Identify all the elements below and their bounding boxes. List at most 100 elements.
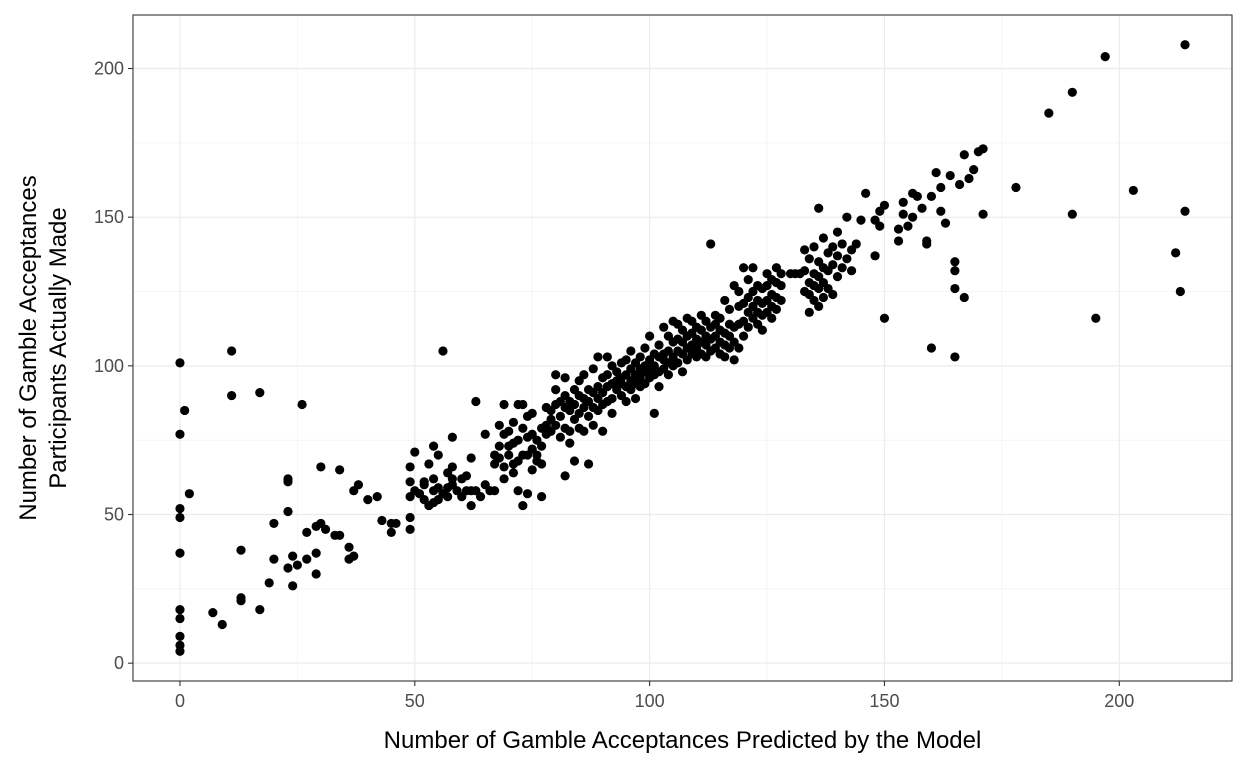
data-point xyxy=(828,242,838,252)
data-point xyxy=(959,292,969,303)
data-point xyxy=(936,182,946,193)
data-point xyxy=(504,426,514,436)
data-point xyxy=(447,462,457,472)
data-point xyxy=(607,408,617,419)
y-tick-label: 0 xyxy=(114,653,124,673)
data-point xyxy=(743,275,753,285)
data-point xyxy=(800,266,810,276)
data-point xyxy=(175,429,185,439)
data-point xyxy=(386,527,396,537)
data-point xyxy=(499,462,509,472)
data-point xyxy=(569,399,580,410)
data-point xyxy=(870,251,880,261)
data-point xyxy=(499,474,509,484)
data-point xyxy=(283,474,293,484)
data-point xyxy=(490,486,500,496)
data-point xyxy=(837,239,847,249)
data-point xyxy=(940,218,951,228)
data-point xyxy=(353,480,364,490)
data-point xyxy=(227,390,237,401)
data-point xyxy=(955,179,965,190)
data-point xyxy=(893,236,904,246)
data-point xyxy=(950,283,960,294)
data-point xyxy=(302,554,312,564)
data-point xyxy=(654,382,664,392)
data-point xyxy=(969,165,979,175)
data-point xyxy=(175,548,185,558)
data-point xyxy=(560,373,570,383)
data-point xyxy=(579,426,589,436)
axis-ticks: 0 50 100 150 200 0 50 100 150 200 xyxy=(94,59,1134,711)
data-point xyxy=(349,551,359,561)
data-point xyxy=(964,173,974,184)
data-point xyxy=(978,209,988,219)
data-point xyxy=(537,492,547,502)
data-point xyxy=(757,325,767,335)
data-point xyxy=(926,191,937,201)
data-point xyxy=(598,426,608,436)
data-point xyxy=(1044,108,1054,118)
x-tick-label: 200 xyxy=(1104,691,1134,711)
data-point xyxy=(175,358,185,368)
data-point xyxy=(663,370,674,380)
data-point xyxy=(978,144,988,154)
y-tick-label: 200 xyxy=(94,59,124,79)
data-point xyxy=(175,512,185,523)
data-point xyxy=(372,492,382,502)
y-tick-label: 50 xyxy=(104,505,124,525)
data-point xyxy=(635,352,645,362)
data-point xyxy=(818,233,829,243)
data-point xyxy=(208,608,218,618)
data-point xyxy=(288,581,298,591)
data-point xyxy=(1180,40,1190,50)
data-point xyxy=(950,257,960,267)
data-point xyxy=(828,289,838,300)
data-point xyxy=(513,486,523,496)
data-point xyxy=(269,554,279,564)
data-point xyxy=(607,393,617,404)
data-point xyxy=(518,500,528,511)
data-point xyxy=(776,280,786,291)
data-point xyxy=(593,352,603,362)
data-point xyxy=(818,292,829,303)
data-point xyxy=(1091,313,1101,323)
data-point xyxy=(734,343,744,353)
data-point xyxy=(292,560,302,570)
data-point xyxy=(588,420,598,430)
x-tick-label: 100 xyxy=(635,691,665,711)
data-point xyxy=(776,295,786,306)
data-point xyxy=(814,301,824,311)
data-point xyxy=(297,399,307,410)
data-point xyxy=(555,411,565,421)
data-point xyxy=(494,453,504,463)
data-point xyxy=(771,304,782,314)
data-point xyxy=(264,578,274,588)
data-point xyxy=(1128,185,1138,196)
data-point xyxy=(738,263,749,273)
data-point xyxy=(391,518,401,529)
data-point xyxy=(175,631,185,642)
data-point xyxy=(471,396,481,407)
data-point xyxy=(560,471,570,481)
data-point xyxy=(630,393,641,404)
data-point xyxy=(537,441,547,451)
data-point xyxy=(551,385,561,395)
data-point xyxy=(856,215,866,225)
data-point xyxy=(518,423,528,433)
data-point xyxy=(475,492,486,502)
data-point xyxy=(283,506,293,517)
data-point xyxy=(734,286,744,297)
data-point xyxy=(316,462,326,472)
data-point xyxy=(269,518,279,529)
data-point xyxy=(861,188,871,198)
data-point xyxy=(720,295,730,306)
data-point xyxy=(879,313,890,323)
data-point xyxy=(1067,209,1077,219)
data-point xyxy=(917,203,927,213)
x-tick-label: 150 xyxy=(869,691,899,711)
data-point xyxy=(846,266,857,276)
data-point xyxy=(898,209,908,219)
data-points xyxy=(175,40,1190,656)
y-tick-label: 150 xyxy=(94,207,124,227)
